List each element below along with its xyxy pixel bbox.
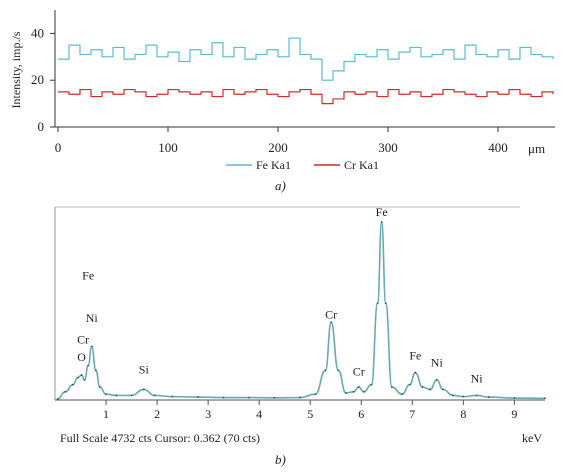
panel-b-spectrum-point	[90, 345, 93, 348]
peak-label: Fe	[409, 348, 421, 362]
panel-b-spectrum-point	[435, 378, 438, 381]
peak-label: Ni	[471, 371, 484, 385]
panel-b-x-tick-label: 4	[256, 407, 262, 421]
panel-b-x-tick-label: 3	[205, 407, 211, 421]
peak-label: Ni	[431, 355, 444, 369]
panel-b-spectrum-point	[197, 396, 199, 398]
panel-b-peak-labels: Fe Ni Cr O Si Cr Cr Fe Fe Ni Ni	[77, 205, 483, 385]
panel-b-spectrum-point	[475, 394, 478, 397]
panel-a-line-chart: Intensity, imp./s 0 20 40 0 100 200 300 400 μm…	[9, 10, 555, 193]
panel-a-y-tick-label: 20	[31, 72, 44, 87]
peak-label: Cr	[325, 308, 337, 322]
panel-b-spectrum-point	[71, 383, 74, 386]
panel-b-x-tick-label: 7	[409, 407, 415, 421]
panel-b-spectrum-point	[352, 390, 355, 393]
panel-b-spectrum-point	[83, 378, 86, 381]
panel-b-spectrum-point	[299, 396, 301, 399]
panel-a-y-tick-label: 0	[38, 119, 45, 134]
panel-b-spectrum-point	[64, 390, 67, 393]
panel-b-spectrum-point	[376, 302, 379, 305]
panel-a-x-ticks: 0 100 200 300 400	[55, 127, 508, 155]
panel-b-spectrum-point	[99, 386, 101, 388]
panel-b-spectrum-point	[362, 390, 365, 393]
panel-b-spectrum-point	[452, 394, 455, 397]
panel-a-y-axis-label: Intensity, imp./s	[9, 31, 23, 108]
panel-b-spectrum-point	[544, 397, 546, 400]
panel-b-spectrum-point	[153, 394, 156, 397]
panel-a-legend: Fe Ka1 Cr Ka1	[226, 158, 379, 172]
panel-b-spectrum-point	[94, 369, 97, 372]
panel-b-spectrum-point	[77, 376, 79, 379]
panel-b-spectrum-point	[357, 386, 360, 388]
panel-b-spectrum-point	[56, 398, 59, 400]
peak-label: Cr	[353, 364, 365, 378]
panel-b-spectrum-point	[390, 386, 393, 388]
panel-b-spectrum-point	[273, 396, 276, 399]
panel-b-spectrum-point	[345, 392, 347, 394]
panel-a-y-tick-label: 40	[31, 25, 44, 40]
panel-b-eds-spectrum: 1 2 3 4 5 6 7 8 9 Fe Ni Cr O Si Cr Cr Fe Fe Ni Ni Full Sca…	[54, 205, 546, 467]
legend-fe-label: Fe Ka1	[256, 158, 291, 172]
panel-b-footer: Full Scale 4732 cts Cursor: 0.362 (70 ct…	[60, 431, 260, 445]
panel-b-x-tick-label: 8	[460, 407, 466, 421]
panel-a-x-tick-label: 100	[158, 140, 178, 155]
panel-b-spectrum-point	[414, 371, 417, 374]
panel-b-spectrum-line	[57, 221, 546, 400]
panel-b-x-tick-label: 6	[358, 407, 364, 421]
panel-b-x-tick-label: 1	[103, 407, 109, 421]
panel-a-y-ticks: 0 20 40	[31, 25, 55, 134]
panel-b-spectrum-point	[142, 388, 145, 391]
panel-b-x-tick-label: 2	[154, 407, 160, 421]
panel-a-series-line-fe	[58, 37, 554, 81]
panel-b-x-tick-label: 5	[307, 407, 313, 421]
panel-b-spectrum-point	[513, 397, 516, 399]
panel-a-caption: a)	[275, 178, 286, 193]
panel-b-spectrum-point	[330, 321, 333, 324]
panel-a-x-tick-label: 200	[268, 140, 288, 155]
panel-b-x-unit: keV	[522, 431, 542, 445]
peak-label: Ni	[86, 311, 99, 325]
panel-b-series	[56, 221, 546, 400]
panel-b-spectrum-point	[324, 369, 327, 372]
panel-b-spectrum-point	[314, 393, 317, 396]
peak-label: O	[77, 350, 86, 364]
panel-b-spectrum-point	[171, 395, 174, 398]
panel-b-spectrum-point	[130, 394, 133, 397]
panel-b-x-ticks: 1 2 3 4 5 6 7 8 9	[103, 400, 517, 421]
panel-b-spectrum-point	[380, 221, 383, 223]
panel-b-spectrum-point	[115, 394, 118, 397]
panel-b-spectrum-point	[337, 369, 340, 372]
panel-b-spectrum-point	[248, 396, 250, 399]
panel-a-x-tick-label: 300	[378, 140, 398, 155]
peak-label: Si	[139, 363, 150, 377]
panel-b-spectrum-point	[80, 374, 83, 376]
panel-b-spectrum-point	[401, 393, 403, 396]
panel-b-spectrum-point	[105, 393, 107, 396]
panel-a-x-tick-label: 0	[55, 140, 62, 155]
panel-b-spectrum-point	[442, 388, 444, 391]
panel-a-series	[58, 37, 554, 105]
panel-b-x-tick-label: 9	[511, 407, 517, 421]
panel-b-spectrum-point	[408, 383, 411, 386]
panel-b-caption: b)	[275, 452, 286, 467]
panel-a-x-tick-label: 400	[488, 140, 508, 155]
panel-b-spectrum-point	[87, 364, 90, 367]
peak-label: Fe	[376, 205, 388, 219]
legend-cr-label: Cr Ka1	[344, 158, 379, 172]
panel-b-spectrum-point	[462, 395, 465, 398]
panel-b-spectrum-point	[429, 388, 432, 391]
panel-a-x-unit: μm	[528, 141, 545, 156]
peak-label: Fe	[82, 269, 94, 283]
panel-b-spectrum-point	[370, 383, 373, 386]
panel-b-spectrum-point	[222, 396, 225, 399]
panel-b-spectrum-point	[384, 302, 387, 305]
peak-label: Cr	[77, 332, 89, 346]
panel-a-series-line-cr	[58, 88, 554, 105]
panel-b-spectrum-point	[487, 396, 490, 398]
panel-b-spectrum-point	[421, 386, 424, 388]
